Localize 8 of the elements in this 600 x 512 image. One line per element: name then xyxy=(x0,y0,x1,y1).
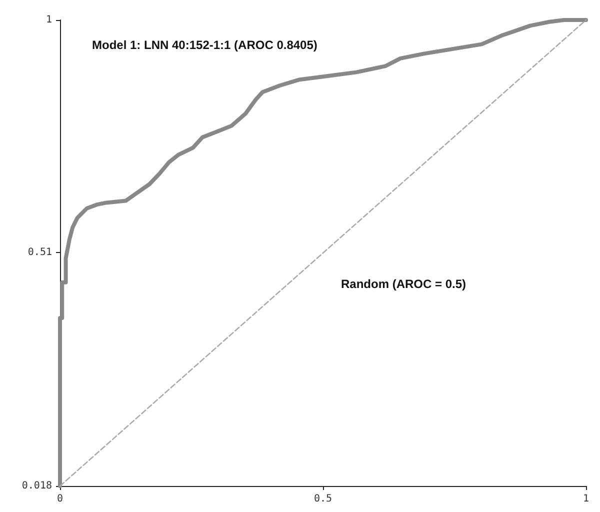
x-tick-label: 0 xyxy=(56,494,64,504)
x-tick-label: 0.5 xyxy=(314,494,332,504)
x-tick-label: 1 xyxy=(582,494,590,504)
y-tick-label: 0.018 xyxy=(22,480,52,492)
y-tick-label: 1 xyxy=(46,14,52,26)
y-tick-label: 0.51 xyxy=(28,247,52,258)
annotation: Model 1: LNN 40:152-1:1 (AROC 0.8405) xyxy=(92,38,318,52)
annotation: Random (AROC = 0.5) xyxy=(341,277,466,291)
